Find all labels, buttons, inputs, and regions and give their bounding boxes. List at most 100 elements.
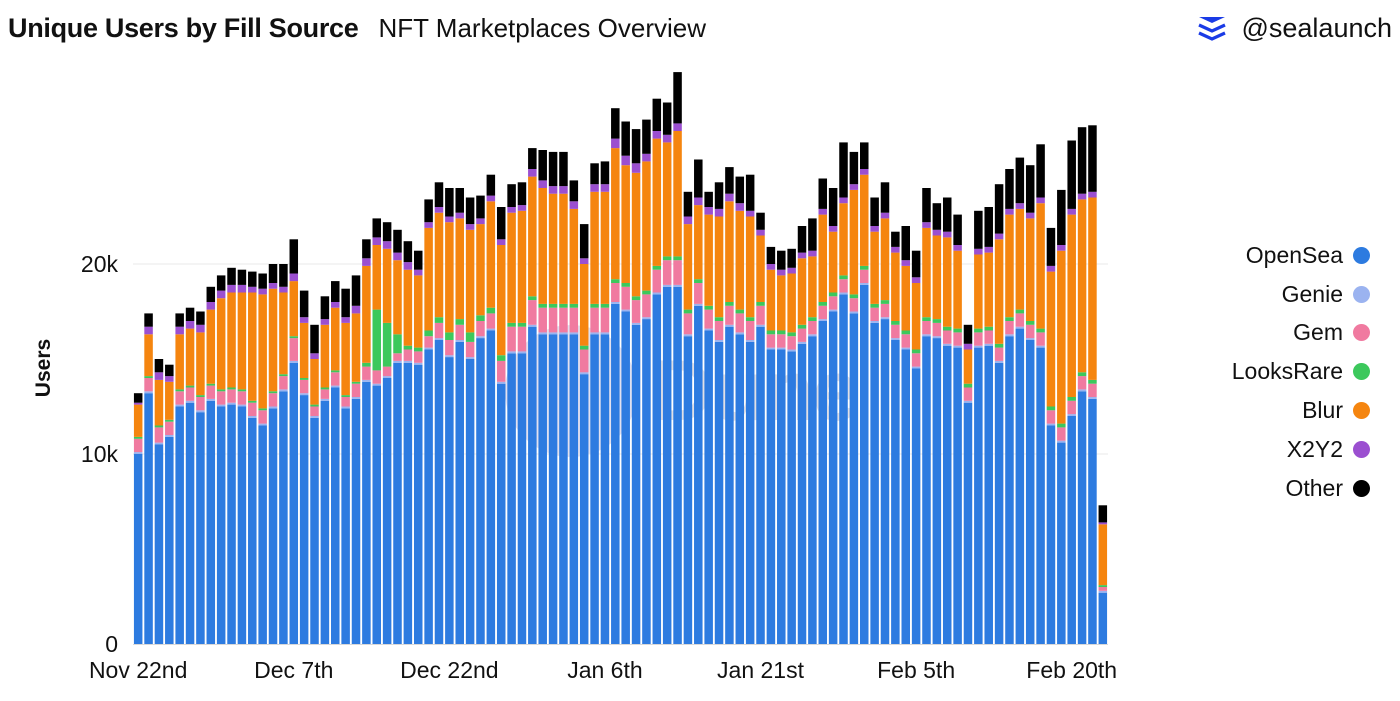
bar-segment-gem[interactable]	[144, 378, 153, 392]
bar-segment-other[interactable]	[600, 161, 610, 185]
bar-segment-other[interactable]	[289, 239, 299, 274]
bar-segment-genie[interactable]	[310, 416, 319, 418]
bar-segment-gem[interactable]	[154, 427, 164, 443]
bar-segment-other[interactable]	[413, 250, 423, 270]
bar-segment-looksrare[interactable]	[144, 376, 153, 378]
bar-segment-x2y2[interactable]	[548, 186, 558, 194]
bar-segment-genie[interactable]	[1098, 590, 1108, 593]
bar-segment-x2y2[interactable]	[216, 290, 226, 299]
bar-segment-blur[interactable]	[911, 283, 921, 350]
bar-segment-looksrare[interactable]	[860, 265, 869, 270]
bar-segment-genie[interactable]	[154, 442, 164, 445]
bar-segment-blur[interactable]	[704, 214, 713, 306]
bar-segment-x2y2[interactable]	[476, 218, 485, 225]
bar-segment-blur[interactable]	[165, 381, 174, 420]
bar-segment-blur[interactable]	[808, 256, 817, 318]
bar-segment-other[interactable]	[144, 313, 153, 327]
bar-segment-blur[interactable]	[154, 379, 164, 426]
bar-segment-looksrare[interactable]	[154, 425, 164, 428]
bar-segment-gem[interactable]	[517, 326, 527, 352]
bar-segment-opensea[interactable]	[808, 336, 817, 644]
bar-segment-other[interactable]	[787, 248, 796, 268]
bar-segment-gem[interactable]	[974, 332, 983, 346]
bar-segment-x2y2[interactable]	[455, 212, 464, 219]
bar-segment-genie[interactable]	[870, 321, 879, 323]
bar-segment-blur[interactable]	[797, 258, 807, 325]
bar-segment-gem[interactable]	[434, 322, 444, 339]
bar-segment-opensea[interactable]	[891, 340, 900, 644]
bar-segment-opensea[interactable]	[631, 324, 641, 644]
bar-segment-opensea[interactable]	[413, 364, 423, 644]
bar-segment-blur[interactable]	[413, 275, 423, 348]
bar-segment-x2y2[interactable]	[268, 283, 278, 289]
bar-segment-opensea[interactable]	[756, 326, 765, 644]
bar-segment-looksrare[interactable]	[911, 349, 921, 354]
bar-segment-other[interactable]	[538, 150, 547, 181]
bar-segment-x2y2[interactable]	[1036, 197, 1045, 204]
bar-segment-other[interactable]	[891, 231, 900, 247]
bar-segment-other[interactable]	[745, 174, 755, 211]
bar-segment-genie[interactable]	[227, 402, 236, 405]
bar-segment-blur[interactable]	[268, 288, 278, 392]
bar-segment-x2y2[interactable]	[611, 138, 620, 149]
bar-segment-genie[interactable]	[289, 360, 299, 363]
bar-segment-opensea[interactable]	[662, 286, 672, 644]
bar-segment-gem[interactable]	[196, 397, 205, 411]
bar-segment-blur[interactable]	[818, 214, 828, 302]
bar-segment-genie[interactable]	[1057, 440, 1066, 443]
bar-segment-genie[interactable]	[538, 332, 547, 335]
bar-segment-blur[interactable]	[963, 349, 973, 384]
bar-segment-blur[interactable]	[849, 189, 859, 295]
bar-segment-looksrare[interactable]	[445, 332, 454, 340]
bar-segment-genie[interactable]	[621, 309, 630, 312]
bar-segment-genie[interactable]	[963, 400, 973, 403]
bar-segment-opensea[interactable]	[237, 406, 247, 645]
bar-segment-looksrare[interactable]	[652, 265, 662, 270]
bar-segment-looksrare[interactable]	[1005, 317, 1014, 321]
bar-segment-blur[interactable]	[528, 176, 537, 297]
bar-segment-opensea[interactable]	[403, 362, 413, 644]
bar-segment-blur[interactable]	[216, 298, 226, 390]
bar-segment-genie[interactable]	[268, 406, 278, 409]
bar-segment-x2y2[interactable]	[901, 260, 910, 266]
bar-segment-genie[interactable]	[849, 311, 859, 314]
bar-segment-opensea[interactable]	[839, 294, 848, 644]
bar-segment-genie[interactable]	[351, 397, 361, 399]
bar-segment-looksrare[interactable]	[362, 362, 371, 367]
bar-segment-genie[interactable]	[797, 341, 807, 344]
bar-segment-looksrare[interactable]	[600, 303, 610, 308]
bar-segment-looksrare[interactable]	[631, 296, 641, 301]
bar-segment-genie[interactable]	[507, 351, 516, 354]
bar-segment-gem[interactable]	[984, 330, 993, 344]
bar-segment-opensea[interactable]	[735, 334, 745, 644]
bar-segment-looksrare[interactable]	[486, 307, 496, 314]
bar-segment-genie[interactable]	[891, 338, 900, 340]
bar-segment-other[interactable]	[901, 226, 910, 261]
bar-segment-other[interactable]	[351, 275, 361, 306]
bar-segment-opensea[interactable]	[1057, 442, 1066, 644]
bar-segment-gem[interactable]	[331, 372, 340, 386]
bar-segment-gem[interactable]	[756, 305, 765, 325]
bar-segment-blur[interactable]	[548, 193, 558, 304]
bar-segment-looksrare[interactable]	[984, 326, 993, 331]
bar-segment-other[interactable]	[486, 174, 496, 196]
bar-segment-blur[interactable]	[569, 208, 579, 304]
bar-segment-genie[interactable]	[362, 379, 371, 382]
bar-segment-blur[interactable]	[1015, 208, 1025, 310]
bar-segment-opensea[interactable]	[517, 353, 527, 644]
bar-segment-gem[interactable]	[455, 324, 464, 340]
bar-segment-blur[interactable]	[175, 334, 184, 390]
bar-segment-gem[interactable]	[476, 321, 485, 337]
bar-segment-x2y2[interactable]	[849, 184, 859, 190]
bar-segment-opensea[interactable]	[766, 349, 776, 645]
bar-segment-opensea[interactable]	[1036, 347, 1045, 644]
bar-segment-x2y2[interactable]	[486, 195, 496, 202]
bar-segment-x2y2[interactable]	[974, 248, 983, 255]
bar-segment-opensea[interactable]	[538, 334, 547, 644]
bar-segment-genie[interactable]	[787, 349, 796, 352]
bar-segment-genie[interactable]	[331, 385, 340, 388]
bar-segment-opensea[interactable]	[424, 349, 433, 645]
bar-segment-looksrare[interactable]	[393, 334, 402, 354]
bar-segment-other[interactable]	[517, 182, 527, 206]
bar-segment-blur[interactable]	[517, 210, 527, 323]
